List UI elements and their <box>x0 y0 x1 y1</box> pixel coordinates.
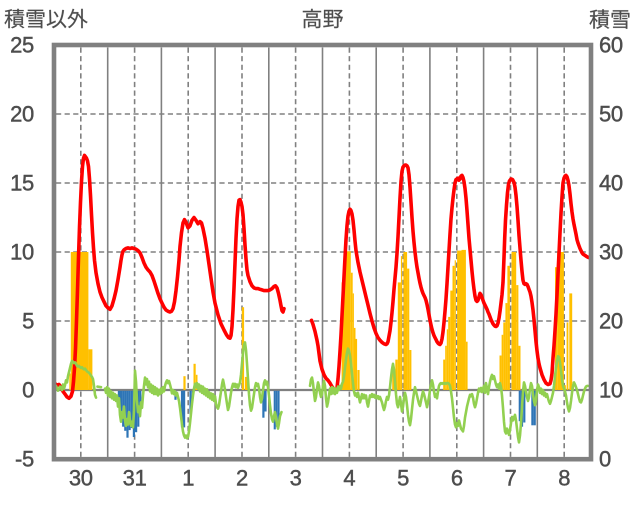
svg-text:0: 0 <box>22 378 34 403</box>
svg-text:5: 5 <box>22 309 34 334</box>
svg-text:8: 8 <box>558 466 570 491</box>
svg-text:20: 20 <box>10 102 34 127</box>
svg-text:20: 20 <box>599 309 623 334</box>
svg-text:6: 6 <box>451 466 463 491</box>
svg-text:31: 31 <box>123 466 147 491</box>
svg-text:2: 2 <box>236 466 248 491</box>
svg-text:4: 4 <box>343 466 355 491</box>
svg-text:25: 25 <box>10 33 34 58</box>
svg-text:3: 3 <box>290 466 302 491</box>
svg-text:5: 5 <box>397 466 409 491</box>
svg-text:1: 1 <box>182 466 194 491</box>
svg-text:40: 40 <box>599 171 623 196</box>
svg-text:0: 0 <box>599 447 611 472</box>
svg-text:15: 15 <box>10 171 34 196</box>
svg-text:30: 30 <box>599 240 623 265</box>
svg-text:60: 60 <box>599 33 623 58</box>
svg-text:7: 7 <box>505 466 517 491</box>
svg-text:-5: -5 <box>15 447 34 472</box>
svg-text:50: 50 <box>599 102 623 127</box>
svg-text:10: 10 <box>599 378 623 403</box>
svg-text:10: 10 <box>10 240 34 265</box>
svg-text:30: 30 <box>69 466 93 491</box>
